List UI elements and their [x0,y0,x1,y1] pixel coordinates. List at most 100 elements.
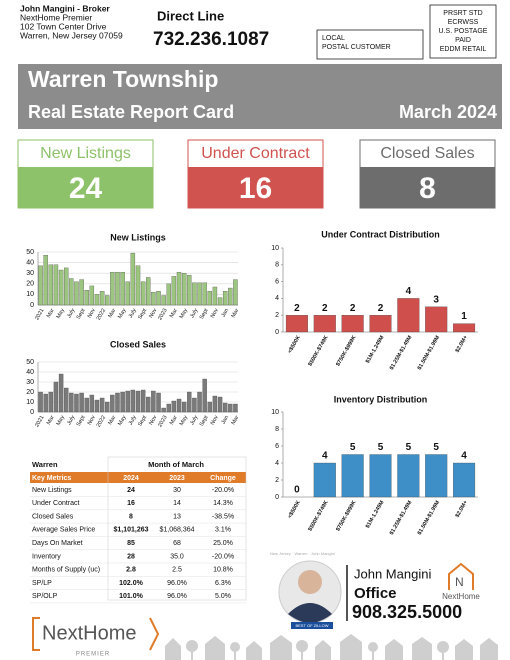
bar [369,315,392,333]
table-cell: Under Contract [32,500,80,507]
x-tick-label: 2022 [96,308,107,322]
sender-line: Warren, New Jersey 07059 [20,30,123,40]
postage-line: ECRWSS [448,19,479,26]
table-cell: New Listings [32,487,72,494]
table-cell: -20.0% [212,487,234,494]
table-header: 2023 [169,475,185,482]
y-tick-label: 10 [271,245,279,252]
address-line: LOCAL [322,35,345,42]
x-tick-label: $1M-1.249M [365,499,386,529]
x-tick-label: Nov [210,415,220,427]
table-cell: 13 [173,513,181,520]
x-tick-label: Nov [148,308,158,320]
bar [94,294,100,306]
table-cell: 35.0 [170,553,184,560]
bar [187,391,192,413]
x-tick-label: Mar [169,415,179,426]
table-cell: 10.8% [213,567,233,574]
bar [453,462,476,498]
data-label: 5 [406,442,412,453]
x-tick-label: Jan [221,308,231,319]
x-tick-label: 2023 [157,415,168,429]
y-tick-label: 30 [26,270,34,277]
bar [74,281,79,306]
logo-house [448,562,474,590]
bar [166,403,171,413]
sender-line: NextHome Premier [20,12,92,22]
office-label: Office [354,585,397,602]
table-cell: 14.3% [213,500,233,507]
y-tick-label: 4 [275,460,279,467]
bar [151,390,156,413]
table-header: 2024 [123,475,139,482]
chart: Inventory Distribution 0 2 4 6 8 10 0 <$500K 4 $50… [271,394,478,536]
x-tick-label: July [128,308,138,320]
bar [64,387,69,413]
bar [38,265,43,306]
bar [84,290,89,306]
bar [197,282,202,306]
bar [313,462,336,498]
bar [43,255,48,306]
x-tick-label: 2023 [157,308,168,322]
data-label: 2 [294,303,300,314]
agent-face [298,570,322,594]
bar [181,273,187,306]
x-tick-label: $2.0M+ [455,335,469,354]
footer-bracket [32,617,40,651]
bar [125,281,130,306]
bar [69,278,74,306]
x-tick-label: <$500K [287,500,302,520]
y-tick-label: 10 [26,291,34,298]
bar [48,391,54,413]
bar [151,292,156,306]
bar [192,282,197,306]
x-tick-label: 2021 [34,415,45,429]
bar [64,267,69,306]
bar [89,285,95,306]
table-cell: Average Sales Price [32,527,95,534]
bar [58,373,64,413]
bar [105,401,110,413]
tile-value: 16 [239,172,272,205]
bar [192,397,197,413]
x-tick-label: Mar [230,308,240,319]
bar [212,286,218,306]
table-cell: 14 [173,500,181,507]
bar [197,391,202,413]
bar [58,269,64,306]
agent-logo: NextHome [442,592,480,601]
tiles: New Listings 24 Under Contract 16 Closed Sal… [17,139,496,209]
x-tick-label: 2021 [34,308,45,322]
x-tick-label: Nov [87,415,97,427]
logo-n: N [455,575,464,589]
bar [222,291,228,306]
x-tick-label: Sept [137,414,148,427]
table-header: Change [210,475,236,482]
bar [202,378,207,413]
bar [120,391,125,413]
y-tick-label: 0 [275,494,279,501]
table-title: Warren [32,460,58,469]
y-tick-label: 0 [275,329,279,336]
x-tick-label: July [189,415,199,427]
y-tick-label: 0 [30,409,34,416]
sender-line: 102 Town Center Drive [20,21,107,31]
x-tick-label: May [179,308,190,320]
bar [99,291,105,306]
table-cell: 101.0% [119,593,144,600]
x-tick-label: Sept [199,307,210,320]
bar [53,264,59,306]
table-cell: $1,068,364 [159,527,194,534]
metrics-table: Warren Month of March Key Metrics 2024 202… [30,456,247,604]
bar [341,315,364,333]
bar [146,396,151,413]
bar [187,275,192,306]
bar [94,399,100,413]
x-tick-label: Sept [76,414,87,427]
table-cell: 2.8 [126,567,136,574]
table-header: Key Metrics [32,475,71,482]
table-cell: -38.5% [212,513,234,520]
